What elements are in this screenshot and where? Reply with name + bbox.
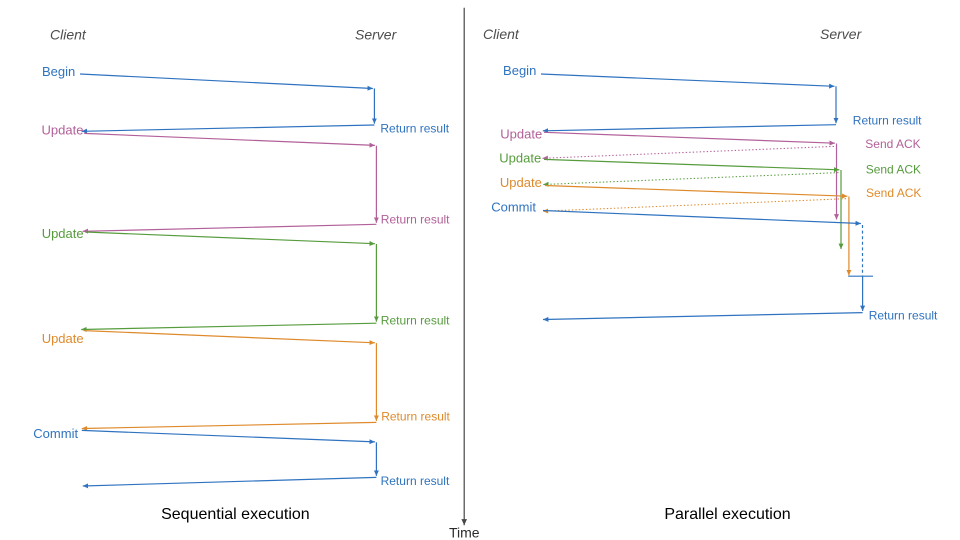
- svg-text:Begin: Begin: [42, 64, 75, 79]
- svg-text:Commit: Commit: [491, 200, 536, 215]
- svg-text:Begin: Begin: [503, 63, 536, 78]
- svg-text:Update: Update: [42, 226, 84, 241]
- svg-text:Server: Server: [355, 26, 398, 42]
- svg-text:Sequential execution: Sequential execution: [161, 506, 310, 523]
- svg-text:Server: Server: [820, 26, 863, 42]
- svg-text:Time: Time: [449, 525, 480, 540]
- svg-text:Return result: Return result: [381, 410, 450, 424]
- svg-text:Send ACK: Send ACK: [865, 137, 920, 151]
- svg-text:Send ACK: Send ACK: [866, 162, 921, 176]
- svg-text:Return result: Return result: [869, 309, 938, 323]
- svg-text:Parallel execution: Parallel execution: [664, 506, 790, 523]
- svg-text:Send ACK: Send ACK: [866, 186, 921, 200]
- svg-text:Update: Update: [499, 151, 541, 166]
- svg-text:Update: Update: [42, 331, 84, 346]
- svg-text:Client: Client: [50, 26, 87, 42]
- svg-text:Commit: Commit: [33, 426, 78, 441]
- svg-text:Return result: Return result: [381, 474, 450, 488]
- svg-text:Client: Client: [483, 26, 520, 42]
- svg-text:Update: Update: [500, 175, 542, 190]
- svg-text:Return result: Return result: [380, 121, 449, 135]
- svg-text:Return result: Return result: [853, 114, 922, 128]
- svg-text:Update: Update: [500, 126, 542, 141]
- svg-text:Update: Update: [42, 123, 84, 138]
- svg-text:Return result: Return result: [381, 212, 450, 226]
- svg-text:Return result: Return result: [381, 314, 450, 328]
